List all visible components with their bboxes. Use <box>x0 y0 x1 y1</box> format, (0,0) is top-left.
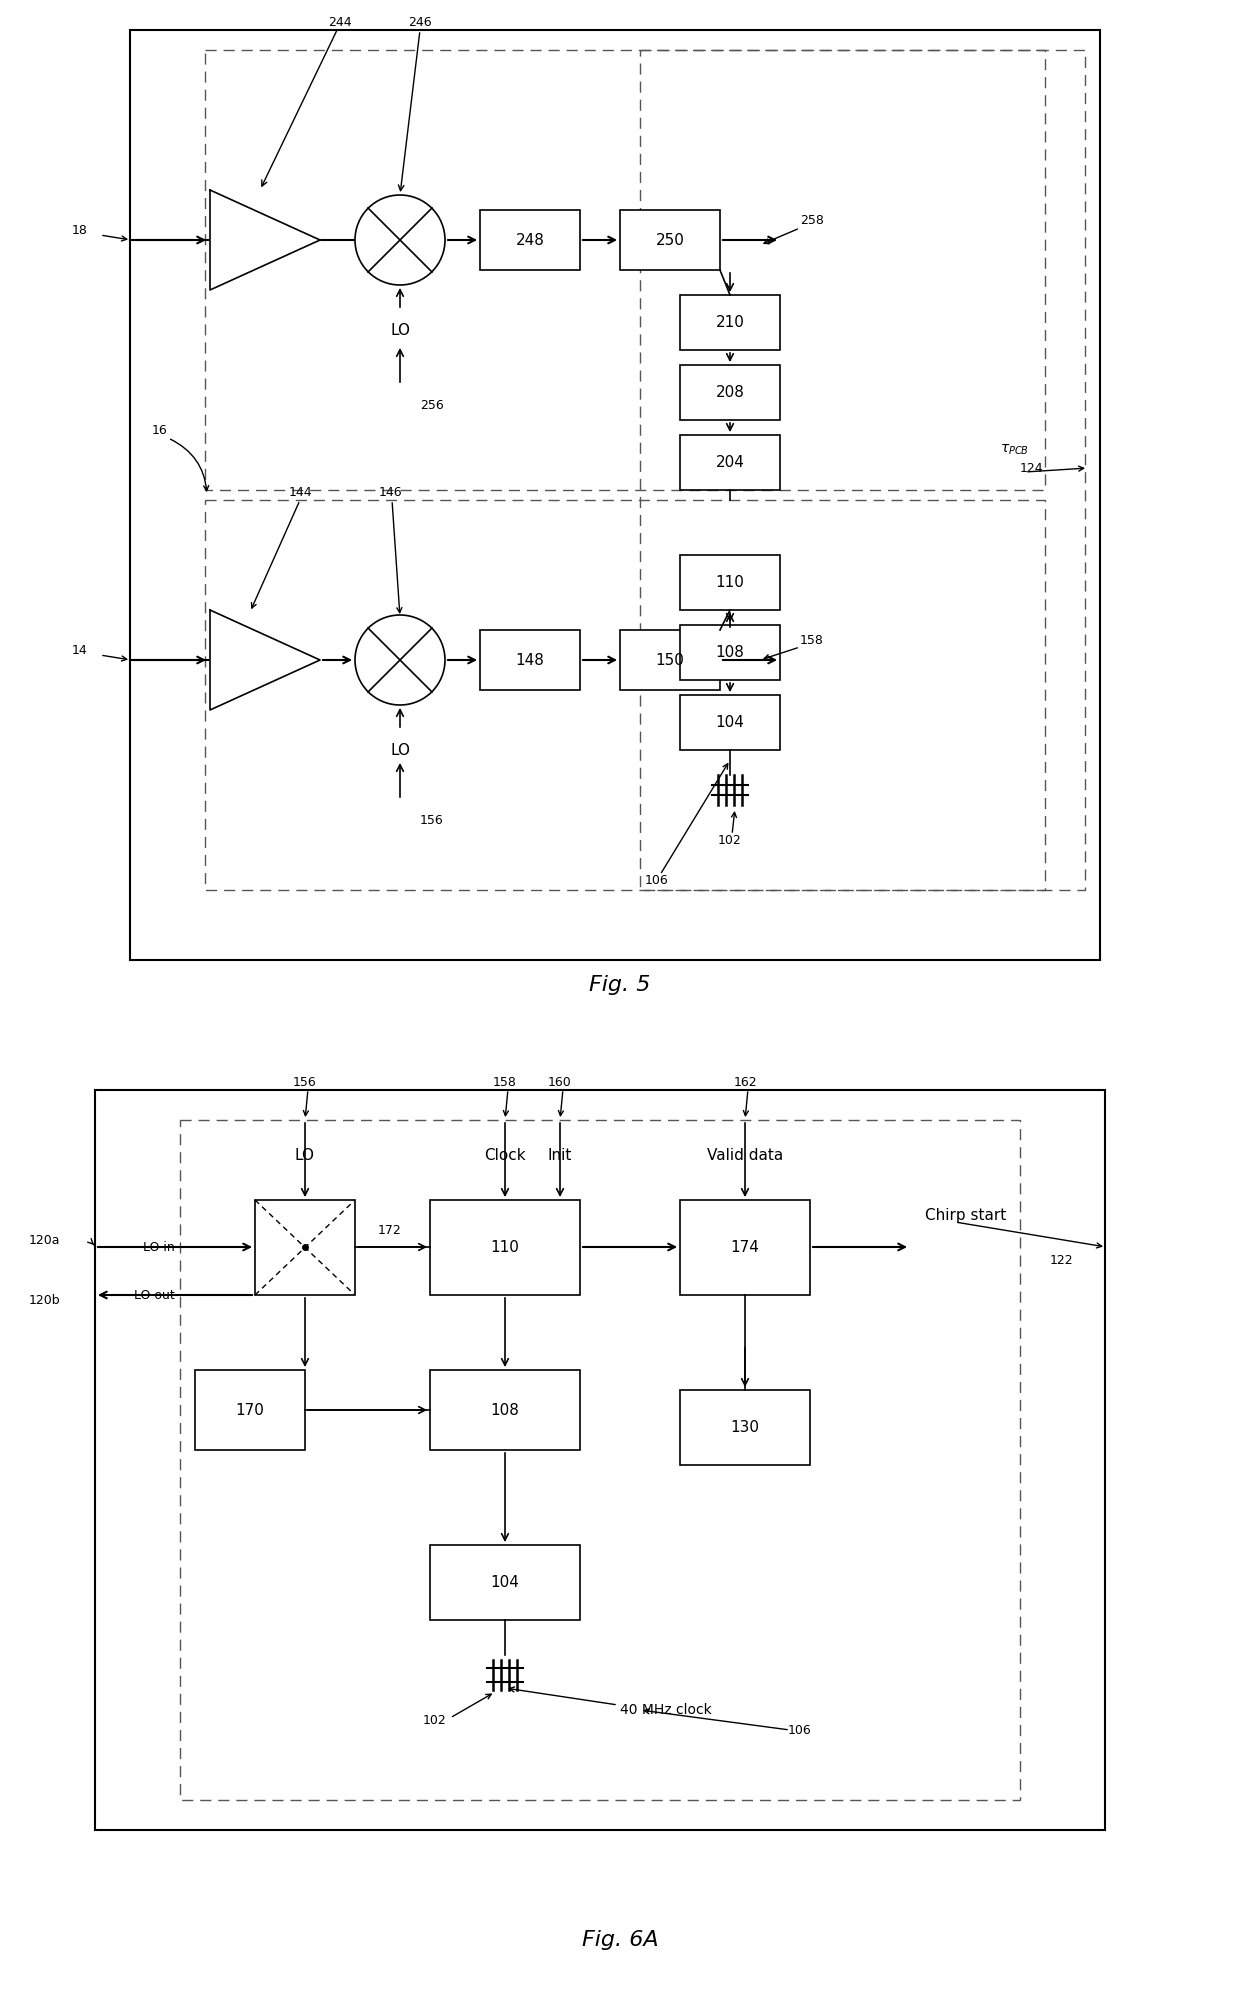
Polygon shape <box>210 189 320 291</box>
Text: 102: 102 <box>718 833 742 847</box>
Text: 124: 124 <box>1021 462 1044 474</box>
Text: Clock: Clock <box>484 1147 526 1163</box>
Text: Chirp start: Chirp start <box>925 1207 1006 1223</box>
Text: LO out: LO out <box>134 1289 175 1301</box>
Text: 246: 246 <box>408 16 432 28</box>
Text: LO in: LO in <box>144 1241 175 1253</box>
Text: 106: 106 <box>789 1723 812 1737</box>
Text: 210: 210 <box>715 315 744 331</box>
Bar <box>195 1370 305 1450</box>
Bar <box>180 1120 1021 1801</box>
Text: 108: 108 <box>715 645 744 659</box>
Text: 104: 104 <box>491 1576 520 1590</box>
Bar <box>620 209 720 271</box>
Text: Init: Init <box>548 1147 572 1163</box>
Text: 160: 160 <box>548 1076 572 1088</box>
Text: 102: 102 <box>423 1713 446 1727</box>
Text: 122: 122 <box>1050 1253 1074 1267</box>
Bar <box>680 434 780 490</box>
Text: 172: 172 <box>378 1223 402 1237</box>
Text: 158: 158 <box>800 633 823 647</box>
Text: Valid data: Valid data <box>707 1147 784 1163</box>
Bar <box>680 1390 810 1464</box>
Text: LO: LO <box>391 323 410 337</box>
Text: 248: 248 <box>516 233 544 247</box>
Bar <box>95 1090 1105 1831</box>
Bar <box>480 629 580 689</box>
Text: 256: 256 <box>420 398 444 412</box>
Text: 110: 110 <box>715 576 744 590</box>
Bar <box>430 1546 580 1619</box>
Text: 120b: 120b <box>29 1293 60 1307</box>
Text: Fig. 6A: Fig. 6A <box>582 1930 658 1950</box>
Text: 250: 250 <box>656 233 684 247</box>
Bar <box>205 50 1045 490</box>
Bar <box>680 556 780 610</box>
Bar <box>255 1199 355 1295</box>
Text: 174: 174 <box>730 1239 759 1255</box>
Text: LO: LO <box>295 1147 315 1163</box>
Bar <box>480 209 580 271</box>
Bar <box>640 50 1085 890</box>
Text: 16: 16 <box>153 424 167 436</box>
Text: 108: 108 <box>491 1402 520 1418</box>
Text: 208: 208 <box>715 384 744 400</box>
Polygon shape <box>210 610 320 709</box>
Bar <box>430 1370 580 1450</box>
Bar <box>130 30 1100 960</box>
Text: 156: 156 <box>293 1076 317 1088</box>
Bar <box>430 1199 580 1295</box>
Text: 156: 156 <box>420 813 444 827</box>
Text: $\tau_{PCB}$: $\tau_{PCB}$ <box>999 442 1029 458</box>
Circle shape <box>355 195 445 285</box>
Bar <box>680 1199 810 1295</box>
Bar <box>620 629 720 689</box>
Text: 104: 104 <box>715 715 744 729</box>
Text: 106: 106 <box>645 874 668 886</box>
Text: 150: 150 <box>656 653 684 667</box>
Text: 170: 170 <box>236 1402 264 1418</box>
Bar <box>680 365 780 420</box>
Text: 146: 146 <box>378 486 402 498</box>
Text: 258: 258 <box>800 213 823 227</box>
Text: 204: 204 <box>715 454 744 470</box>
Text: 144: 144 <box>288 486 311 498</box>
Text: 162: 162 <box>733 1076 756 1088</box>
Text: 158: 158 <box>494 1076 517 1088</box>
Text: 110: 110 <box>491 1239 520 1255</box>
Bar <box>205 500 1045 890</box>
Bar <box>680 695 780 751</box>
Text: 18: 18 <box>72 223 88 237</box>
Text: 14: 14 <box>72 643 88 657</box>
Text: 148: 148 <box>516 653 544 667</box>
Bar <box>680 295 780 351</box>
Text: 120a: 120a <box>29 1233 60 1247</box>
Bar <box>680 625 780 679</box>
Text: 244: 244 <box>329 16 352 28</box>
Text: 130: 130 <box>730 1420 759 1434</box>
Text: LO: LO <box>391 743 410 757</box>
Text: Fig. 5: Fig. 5 <box>589 974 651 994</box>
Circle shape <box>355 616 445 705</box>
Text: 40 MHz clock: 40 MHz clock <box>620 1703 712 1717</box>
